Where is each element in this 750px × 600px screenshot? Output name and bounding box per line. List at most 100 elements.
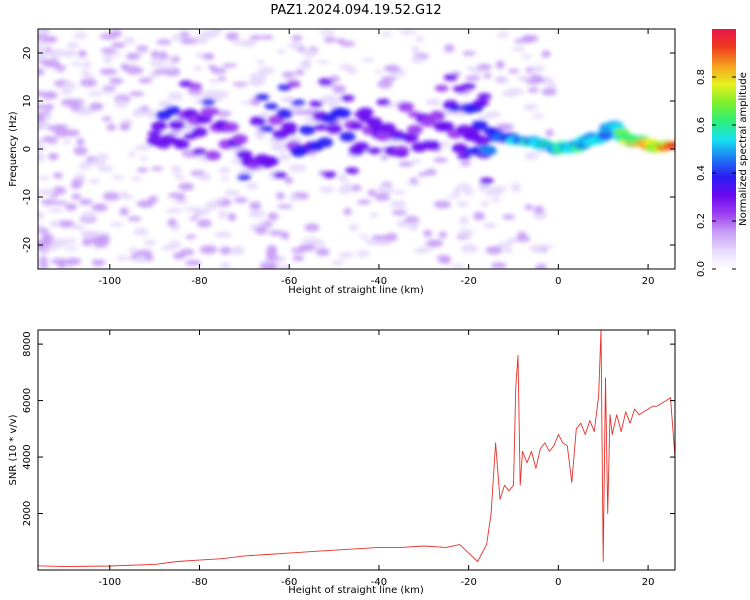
spectrogram-cell [433, 157, 448, 163]
spectrogram-cell [101, 116, 112, 122]
spectrogram-cell [115, 255, 130, 261]
spectrogram-cell [174, 174, 186, 180]
spectrogram-cell [410, 46, 421, 54]
spectrogram-cell [376, 184, 395, 193]
spectrogram-cell [417, 172, 428, 177]
spectrogram-cell [289, 195, 300, 202]
spectrogram-cell [465, 75, 481, 82]
spectrogram-cell [111, 42, 126, 49]
spectrogram-cell [340, 94, 355, 102]
spectrogram-cell [61, 98, 78, 107]
spectrogram-cell [38, 46, 46, 52]
spectrogram-cell [507, 68, 520, 74]
spectrogram-ytick-label: 10 [22, 95, 33, 108]
spectrogram-cell [379, 155, 389, 161]
spectrogram-cell [78, 49, 87, 58]
spectrogram-cell [178, 182, 194, 191]
snr-ytick-label: 8000 [22, 331, 33, 356]
spectrogram-ridge-cell [263, 156, 280, 167]
spectrogram-ridge-cell [438, 121, 455, 132]
spectrogram-cell [49, 49, 67, 55]
spectrogram-cell [485, 111, 502, 118]
spectrogram-cell [73, 146, 88, 156]
spectrogram-cell [497, 242, 512, 250]
spectrogram-cell [179, 248, 195, 256]
spectrogram-cell [324, 95, 337, 102]
spectrogram-cell [425, 239, 444, 248]
spectrogram-cell [198, 173, 212, 181]
spectrogram-cell [315, 247, 330, 257]
spectrogram-cell [397, 219, 408, 228]
spectrogram-cell [139, 156, 149, 161]
spectrogram-cell [477, 184, 491, 192]
spectrogram-cell [343, 207, 352, 216]
snr-xlabel: Height of straight line (km) [288, 585, 424, 596]
spectrogram-ridge-cell [664, 141, 675, 150]
spectrogram-cell [232, 82, 249, 87]
spectrogram-cell [95, 153, 110, 160]
spectrogram-xtick-label: 0 [555, 276, 561, 287]
spectrogram-ridge-cell [352, 141, 369, 152]
spectrogram-ridge-cell [451, 143, 468, 154]
spectrogram-cell [291, 99, 306, 107]
spectrogram-xtick-label: -20 [460, 276, 476, 287]
snr-panel: -100 -80 -60 -40 -20 0 20 2000 4000 6000 8000 Heig… [8, 329, 676, 596]
spectrogram-cell [424, 168, 437, 176]
spectrogram-cell [65, 203, 78, 211]
spectrogram-cell [136, 167, 149, 173]
spectrogram-ridge-cell [231, 134, 248, 145]
spectrogram-cell [71, 193, 82, 200]
spectrogram-cell [38, 29, 46, 36]
spectrogram-cell [273, 171, 288, 179]
spectrogram-cell [483, 222, 497, 229]
spectrogram-cell [128, 247, 137, 255]
spectrogram-cell [62, 81, 77, 91]
spectrogram-cell [70, 181, 82, 189]
spectrogram-cell [409, 177, 419, 184]
spectrogram-cell [168, 240, 181, 249]
spectrogram-cell [112, 175, 125, 180]
spectrogram-ridge-cell [424, 140, 441, 151]
spectrogram-ylabel: Frequency (Hz) [8, 111, 19, 187]
spectrogram-cell [304, 223, 320, 232]
snr-ytick-label: 6000 [22, 388, 33, 413]
spectrogram-cell [374, 69, 384, 74]
spectrogram-xtick-label: 20 [642, 276, 655, 287]
spectrogram-cell [38, 256, 49, 264]
spectrogram-cell [399, 29, 417, 35]
spectrogram-cell [473, 211, 485, 221]
spectrogram-cell [71, 61, 82, 67]
spectrogram-cell [450, 263, 466, 269]
spectrogram-cell [156, 39, 172, 45]
spectrogram-cell [143, 239, 157, 247]
spectrogram-cell [100, 47, 116, 54]
spectrogram-cell [185, 234, 197, 239]
snr-xtick-label: -40 [371, 577, 387, 588]
spectrogram-cell [409, 221, 419, 230]
spectrogram-ridge-cell [471, 119, 488, 130]
colorbar-tick-label: 0.4 [696, 165, 707, 181]
spectrogram-cell [102, 85, 116, 90]
spectrogram-cell [525, 67, 535, 73]
snr-ylabel: SNR (10 * v/v) [8, 414, 19, 485]
spectrogram-cell [411, 56, 425, 64]
spectrogram-cell [249, 72, 267, 82]
spectrogram-cell [125, 66, 144, 75]
spectrogram-cell [136, 50, 148, 55]
spectrogram-cell [89, 102, 104, 111]
spectrogram-cell [43, 103, 54, 111]
spectrogram-cell [127, 216, 142, 222]
snr-xtick-label: -60 [281, 577, 297, 588]
spectrogram-cell [210, 67, 227, 74]
spectrogram-cell [515, 236, 531, 242]
spectrogram-cell [507, 237, 517, 244]
spectrogram-cell [248, 209, 266, 218]
spectrogram-cell [203, 53, 215, 61]
spectrogram-cell [547, 83, 557, 89]
spectrogram-cell [286, 80, 301, 88]
spectrogram-cell [38, 115, 45, 123]
spectrogram-cell [38, 175, 50, 181]
spectrogram-cell [144, 254, 154, 262]
spectrogram-cell [63, 246, 79, 251]
